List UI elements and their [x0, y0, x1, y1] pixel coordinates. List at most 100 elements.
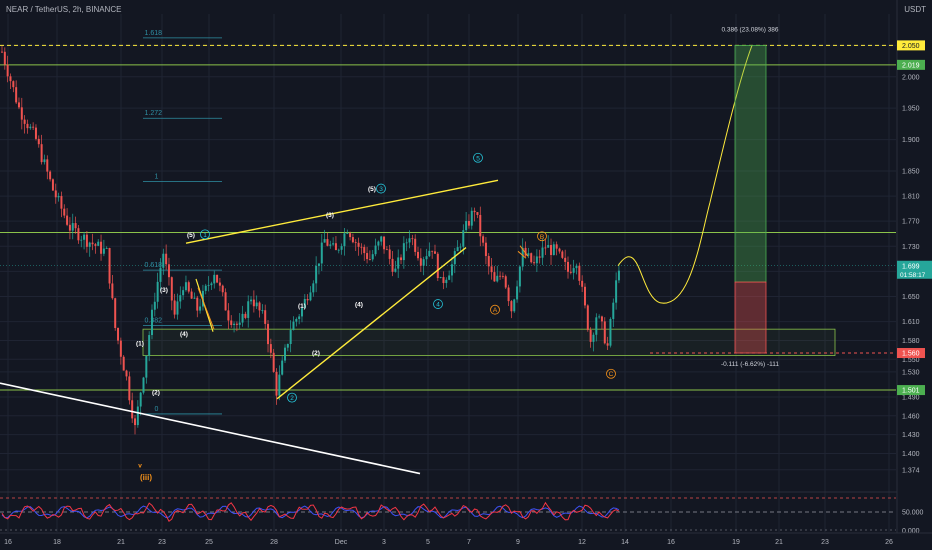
- candle-body: [125, 370, 128, 377]
- candle-body: [15, 87, 18, 103]
- fib-level-label: 1: [155, 174, 159, 181]
- grid: [0, 14, 896, 532]
- candle-body: [80, 239, 83, 241]
- candle-body: [85, 234, 88, 247]
- candle-body: [354, 242, 357, 244]
- wave-label: C: [609, 371, 614, 378]
- candle-body: [184, 282, 187, 291]
- candle-body: [479, 214, 482, 237]
- candle-body: [71, 223, 74, 231]
- wave-circle: [376, 183, 386, 194]
- wave-label: v: [138, 462, 142, 469]
- candle-body: [615, 280, 618, 303]
- candle-body: [12, 81, 15, 88]
- candle-body: [490, 266, 493, 273]
- candle-body: [233, 323, 236, 325]
- candle-body: [298, 316, 301, 320]
- long-position-tool[interactable]: 0.386 (23.08%) 386 -0.111 (-6.62%) -111: [721, 26, 779, 368]
- candle-body: [193, 297, 196, 299]
- candle-body: [281, 360, 284, 375]
- candle-body: [450, 264, 453, 276]
- last-price-badge-bg: [897, 260, 932, 279]
- candle-body: [162, 253, 165, 268]
- candle-body: [617, 270, 620, 281]
- candle-body: [581, 280, 584, 287]
- time-tick-label: 19: [732, 539, 740, 546]
- candle-body: [366, 253, 369, 260]
- candle-body: [235, 323, 238, 325]
- candle-body: [465, 220, 468, 231]
- candle-body: [609, 318, 612, 346]
- time-tick-label: 28: [270, 539, 278, 546]
- candle-body: [167, 264, 170, 278]
- candle-body: [250, 299, 253, 302]
- time-tick-label: 9: [516, 539, 520, 546]
- candle-body: [357, 242, 360, 247]
- candle-body: [153, 301, 156, 310]
- candle-body: [349, 233, 352, 238]
- candle-body: [54, 190, 57, 198]
- candle-body: [583, 286, 586, 306]
- candle-body: [343, 233, 346, 247]
- candle-body: [552, 244, 555, 256]
- candle-body: [134, 418, 137, 426]
- candle-body: [224, 292, 227, 311]
- candle-body: [190, 291, 193, 299]
- candle-body: [521, 247, 524, 267]
- candle-body: [425, 256, 428, 260]
- wave-label: A: [493, 307, 498, 314]
- candle-body: [43, 159, 46, 163]
- candle-body: [346, 233, 349, 234]
- candle-body: [317, 263, 320, 266]
- candle-body: [77, 228, 80, 241]
- candle-body: [433, 251, 436, 254]
- wave-label: B: [540, 234, 544, 241]
- demand-zone: [142, 328, 836, 356]
- time-tick-label: 5: [426, 539, 430, 546]
- candle-body: [122, 356, 125, 371]
- candle-body: [351, 237, 354, 243]
- wave-circle: [606, 368, 616, 379]
- wave-labels: v(iii)(1)(2)(3)(4)(5) 12(1)(2)(3)(4)(5) 34…: [136, 152, 616, 482]
- price-axis[interactable]: 1.374 1.400 1.430 1.460 1.490 1.530 1.550 1.580…: [896, 0, 932, 550]
- candle-body: [57, 196, 60, 198]
- time-tick-label: 21: [117, 539, 125, 546]
- candle-body: [252, 299, 255, 307]
- wedge-lower-line: [276, 247, 467, 400]
- profit-zone: [734, 44, 767, 283]
- price-tick-label: 1.770: [902, 219, 920, 226]
- oscillator-pane: [0, 491, 932, 531]
- candle-body: [555, 244, 558, 249]
- price-tick-label: 1.610: [902, 319, 920, 326]
- candle-body: [493, 272, 496, 282]
- time-axis-bg: [0, 533, 932, 550]
- price-badge-bg: [897, 348, 925, 359]
- candle-body: [179, 295, 182, 302]
- candle-body: [182, 290, 185, 296]
- candle-body: [306, 299, 309, 301]
- price-badge-bg: [897, 385, 925, 396]
- candle-body: [371, 254, 374, 260]
- candle-body: [100, 241, 103, 254]
- candle-body: [114, 298, 117, 328]
- candle-body: [210, 283, 213, 286]
- price-tick-label: 1.850: [902, 168, 920, 175]
- time-tick-label: 23: [158, 539, 166, 546]
- candle-body: [603, 321, 606, 344]
- price-badge: 1.501: [902, 388, 920, 395]
- candle-body: [292, 321, 295, 331]
- candle-body: [496, 275, 499, 282]
- fib-levels: 1.618 1.272 1 0.618 0.382 0: [143, 30, 222, 415]
- candle-body: [88, 242, 91, 247]
- candle-body: [29, 126, 32, 129]
- candle-body: [142, 377, 145, 393]
- candle-body: [258, 302, 261, 311]
- price-badge: 2.050: [902, 43, 920, 50]
- time-tick-label: 16: [667, 539, 675, 546]
- candle-body: [9, 76, 12, 82]
- time-tick-label: 7: [467, 539, 471, 546]
- time-tick-label: Dec: [335, 539, 348, 546]
- time-axis[interactable]: 16 18 21 23 25 28 Dec 3 5 7 9 12 14 16 19 21 23 26: [0, 532, 932, 550]
- candle-body: [165, 253, 168, 265]
